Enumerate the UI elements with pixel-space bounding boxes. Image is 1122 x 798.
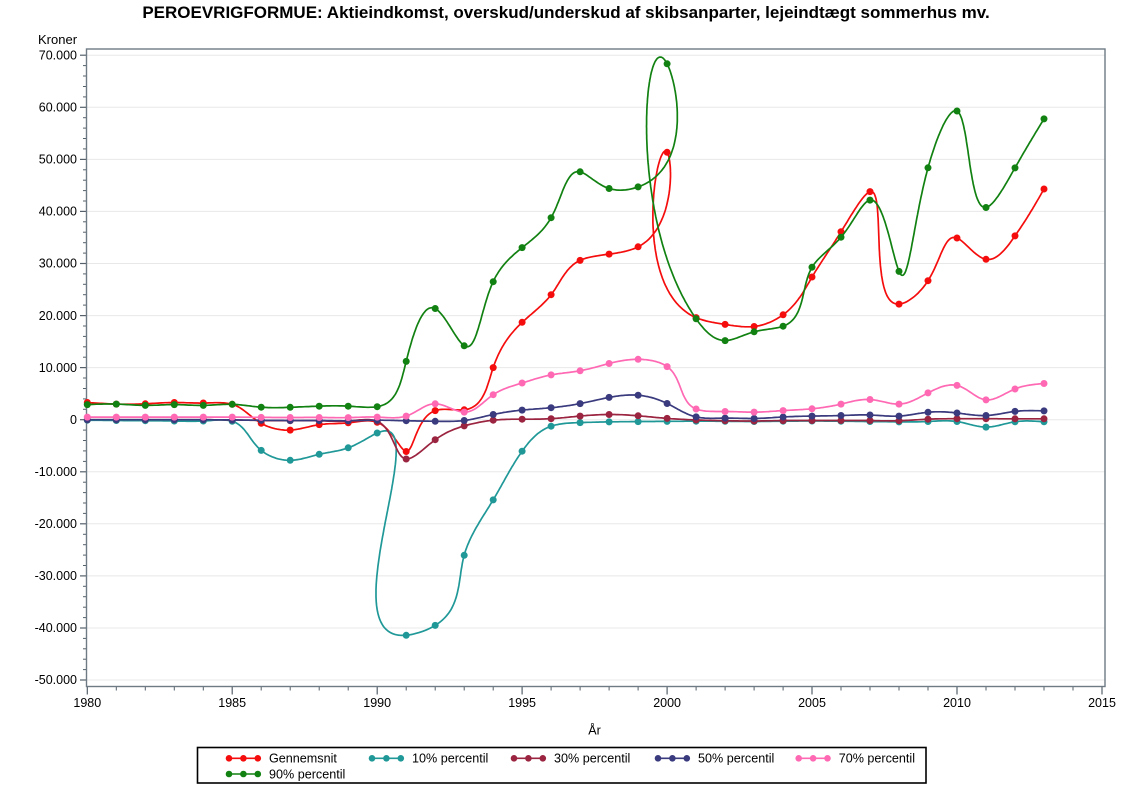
svg-text:Gennemsnit: Gennemsnit xyxy=(269,752,337,766)
svg-text:1985: 1985 xyxy=(218,696,246,710)
svg-text:1980: 1980 xyxy=(73,696,101,710)
svg-text:2000: 2000 xyxy=(653,696,681,710)
svg-text:-20.000: -20.000 xyxy=(35,517,77,531)
svg-text:2015: 2015 xyxy=(1088,696,1116,710)
svg-text:70.000: 70.000 xyxy=(39,48,77,62)
svg-text:60.000: 60.000 xyxy=(39,101,77,115)
svg-text:30.000: 30.000 xyxy=(39,257,77,271)
svg-text:Kroner: Kroner xyxy=(38,32,78,47)
svg-text:PEROEVRIGFORMUE: Aktieindkomst: PEROEVRIGFORMUE: Aktieindkomst, overskud… xyxy=(142,3,989,22)
svg-text:-40.000: -40.000 xyxy=(35,621,77,635)
svg-text:0: 0 xyxy=(70,413,77,427)
svg-text:10% percentil: 10% percentil xyxy=(412,752,488,766)
svg-text:-50.000: -50.000 xyxy=(35,673,77,687)
svg-text:1990: 1990 xyxy=(363,696,391,710)
svg-text:10.000: 10.000 xyxy=(39,361,77,375)
svg-text:50.000: 50.000 xyxy=(39,153,77,167)
svg-text:2010: 2010 xyxy=(943,696,971,710)
svg-text:20.000: 20.000 xyxy=(39,309,77,323)
svg-text:70% percentil: 70% percentil xyxy=(839,752,915,766)
svg-text:90% percentil: 90% percentil xyxy=(269,767,345,781)
svg-text:-30.000: -30.000 xyxy=(35,569,77,583)
svg-text:40.000: 40.000 xyxy=(39,205,77,219)
svg-text:1995: 1995 xyxy=(508,696,536,710)
svg-text:30% percentil: 30% percentil xyxy=(554,752,630,766)
svg-text:2005: 2005 xyxy=(798,696,826,710)
svg-text:-10.000: -10.000 xyxy=(35,465,77,479)
svg-text:50% percentil: 50% percentil xyxy=(698,752,774,766)
svg-text:År: År xyxy=(588,722,601,737)
